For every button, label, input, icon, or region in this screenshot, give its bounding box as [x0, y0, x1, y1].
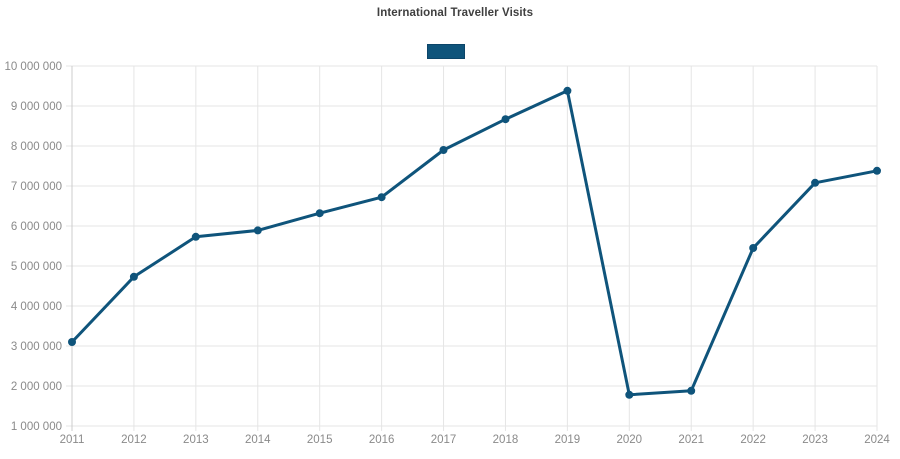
chart-title: International Traveller Visits — [376, 7, 534, 19]
x-axis-tick-label: 2020 — [617, 434, 643, 446]
data-point-2016[interactable] — [377, 193, 386, 202]
data-point-2015[interactable] — [315, 209, 324, 218]
x-axis-tick-label: 2023 — [802, 434, 828, 446]
x-axis-tick-label: 2019 — [555, 434, 581, 446]
y-axis-tick-label: 1 000 000 — [11, 421, 62, 433]
x-axis-tick-label: 2022 — [740, 434, 766, 446]
data-point-2020[interactable] — [625, 390, 634, 399]
y-axis-tick-label: 4 000 000 — [11, 301, 62, 313]
x-axis-tick-label: 2014 — [245, 434, 271, 446]
data-point-2019[interactable] — [563, 86, 572, 95]
y-axis-tick-label: 7 000 000 — [11, 181, 62, 193]
x-axis-tick-label: 2021 — [678, 434, 704, 446]
y-axis-tick-label: 9 000 000 — [11, 101, 62, 113]
y-axis-tick-label: 6 000 000 — [11, 221, 62, 233]
x-axis-tick-label: 2015 — [307, 434, 333, 446]
y-axis-tick-label: 2 000 000 — [11, 381, 62, 393]
y-axis-tick-label: 8 000 000 — [11, 141, 62, 153]
x-axis-tick-label: 2012 — [121, 434, 147, 446]
y-axis-tick-label: 3 000 000 — [11, 341, 62, 353]
data-point-2018[interactable] — [501, 115, 510, 124]
y-axis-tick-label: 10 000 000 — [4, 61, 62, 73]
x-axis-tick-label: 2024 — [864, 434, 890, 446]
data-point-2014[interactable] — [253, 226, 262, 235]
x-axis-tick-label: 2018 — [493, 434, 519, 446]
data-point-2017[interactable] — [439, 146, 448, 154]
legend — [0, 43, 892, 59]
data-point-2013[interactable] — [191, 232, 200, 241]
data-point-2012[interactable] — [129, 272, 138, 281]
data-point-2023[interactable] — [811, 178, 820, 187]
data-point-2022[interactable] — [749, 244, 758, 252]
legend-swatch[interactable] — [427, 43, 465, 59]
x-axis-tick-label: 2017 — [431, 434, 457, 446]
x-axis-tick-label: 2016 — [369, 434, 395, 446]
data-point-2021[interactable] — [687, 386, 696, 395]
series-line — [70, 89, 879, 397]
data-point-2011[interactable] — [68, 338, 76, 346]
x-axis-tick-label: 2011 — [60, 434, 85, 446]
data-point-2024[interactable] — [873, 166, 881, 175]
x-axis-tick-label: 2013 — [183, 434, 209, 446]
y-axis-tick-label: 5 000 000 — [11, 261, 62, 273]
